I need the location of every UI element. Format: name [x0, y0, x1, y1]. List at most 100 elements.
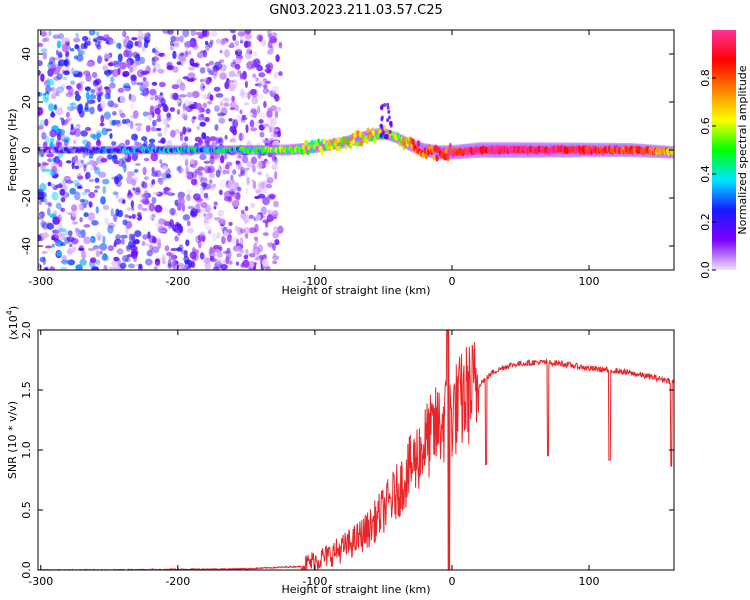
spectrogram-noise-point	[198, 240, 202, 249]
spectrogram-noise-point	[180, 52, 185, 57]
spectrogram-noise-point	[219, 72, 227, 80]
spectrogram-noise-point	[216, 232, 221, 239]
spectrogram-noise-point	[163, 105, 169, 112]
spectrogram-noise-point	[257, 105, 261, 114]
spectrogram-noise-point	[157, 132, 163, 137]
spectrogram-noise-point	[100, 157, 108, 163]
spectrogram-noise-point	[94, 177, 100, 183]
spectrogram-noise-point	[47, 78, 55, 86]
spectrogram-noise-point	[94, 189, 98, 193]
spectrogram-noise-point	[237, 30, 246, 37]
spectrogram-noise-point	[52, 34, 60, 39]
spectrogram-noise-point	[40, 31, 47, 37]
spectrogram-noise-point	[169, 207, 177, 216]
spectrogram-noise-point	[59, 117, 64, 121]
spectrogram-noise-point	[189, 58, 195, 67]
spectrogram-ridge-point	[369, 136, 373, 142]
spectrogram-noise-point	[205, 108, 211, 114]
spectrogram-noise-point	[225, 164, 230, 170]
spectrogram-noise-point	[161, 165, 169, 172]
spectrogram-noise-point	[186, 91, 193, 98]
spectrogram-noise-point	[232, 119, 239, 129]
spectrogram-ridge-point	[46, 147, 50, 151]
spectrogram-spike-point	[386, 118, 390, 123]
spectrogram-noise-point	[228, 70, 236, 78]
spectrogram-noise-point	[84, 41, 88, 49]
spectrogram-noise-point	[122, 118, 126, 125]
spectrogram-noise-point	[162, 30, 170, 34]
spectrogram-noise-point	[271, 85, 280, 94]
spectrogram-noise-point	[48, 30, 52, 36]
spectrogram-noise-point	[55, 107, 64, 116]
spectrogram-noise-point	[40, 73, 45, 82]
spectrogram-noise-point	[77, 185, 84, 190]
spectrogram-noise-point	[51, 165, 57, 175]
spectrogram-noise-point	[103, 111, 112, 120]
spectrogram-noise-point	[93, 167, 98, 171]
spectrogram-noise-point	[252, 73, 257, 79]
spectrogram-noise-point	[130, 176, 139, 184]
spectrogram-noise-point	[249, 88, 257, 96]
spectrogram-noise-point	[47, 68, 54, 77]
spectrogram-noise-point	[68, 230, 73, 237]
spectrogram-noise-point	[52, 87, 58, 96]
spectrogram-noise-point	[262, 253, 267, 261]
spectrogram-noise-point	[78, 245, 84, 251]
spectrogram-noise-point	[132, 96, 137, 102]
spectrogram-noise-point	[262, 140, 271, 144]
spectrogram-noise-point	[268, 194, 276, 200]
spectrogram-noise-point	[182, 103, 187, 111]
spectrogram-noise-point	[69, 102, 76, 106]
spectrogram-noise-point	[267, 209, 272, 216]
spectrogram-noise-point	[212, 266, 220, 270]
spectrogram-noise-point	[118, 175, 124, 181]
spectrogram-noise-point	[237, 187, 242, 192]
spectrogram-noise-point	[94, 185, 101, 189]
spectrogram-noise-point	[203, 160, 211, 164]
spectrogram-noise-point	[39, 213, 43, 218]
spectrogram-noise-point	[107, 100, 115, 108]
spectrogram-noise-point	[126, 175, 133, 185]
spectrogram-noise-point	[60, 242, 66, 247]
spectrogram-noise-point	[123, 164, 127, 173]
spectrogram-noise-point	[64, 119, 70, 124]
spectrogram-noise-point	[91, 71, 98, 79]
spectrogram-noise-point	[101, 127, 108, 136]
spectrogram-noise-point	[146, 249, 153, 257]
spectrogram-noise-point	[213, 201, 218, 206]
spectrogram-noise-point	[134, 122, 143, 127]
spectrogram-noise-point	[210, 182, 214, 187]
spectrogram-noise-point	[116, 42, 121, 49]
spectrogram-noise-point	[52, 229, 60, 234]
spectrogram-noise-point	[122, 30, 127, 38]
spectrogram-noise-point	[140, 92, 148, 96]
spectrogram-noise-point	[42, 168, 51, 172]
spectrogram-noise-point	[246, 176, 250, 186]
spectrogram-noise-point	[190, 178, 198, 186]
spectrogram-noise-point	[148, 203, 155, 212]
spectrogram-noise-point	[233, 73, 241, 77]
spectrogram-noise-point	[207, 68, 212, 73]
spectrogram-noise-point	[96, 132, 102, 138]
spectrogram-noise-point	[177, 165, 183, 174]
spectrogram-noise-point	[203, 117, 210, 122]
spectrogram-noise-point	[132, 110, 139, 119]
spectrogram-noise-point	[278, 41, 283, 49]
spectrogram-noise-point	[197, 113, 205, 121]
spectrogram-noise-point	[98, 171, 107, 178]
spectrogram-noise-point	[136, 82, 143, 86]
spectrogram-noise-point	[213, 244, 220, 250]
spectrogram-noise-point	[98, 91, 104, 96]
spectrogram-noise-point	[130, 74, 137, 81]
spectrogram-noise-point	[141, 80, 150, 88]
spectrogram-noise-point	[63, 210, 70, 215]
spectrogram-noise-point	[222, 169, 227, 175]
spectrogram-noise-point	[211, 252, 217, 257]
spectrogram-noise-point	[174, 235, 179, 242]
spectrogram-noise-point	[150, 96, 155, 101]
spectrogram-noise-point	[92, 245, 100, 250]
spectrogram-noise-point	[236, 253, 243, 258]
spectrogram-noise-point	[200, 78, 204, 83]
spectrogram-noise-point	[160, 97, 166, 106]
spectrogram-noise-point	[52, 62, 57, 69]
